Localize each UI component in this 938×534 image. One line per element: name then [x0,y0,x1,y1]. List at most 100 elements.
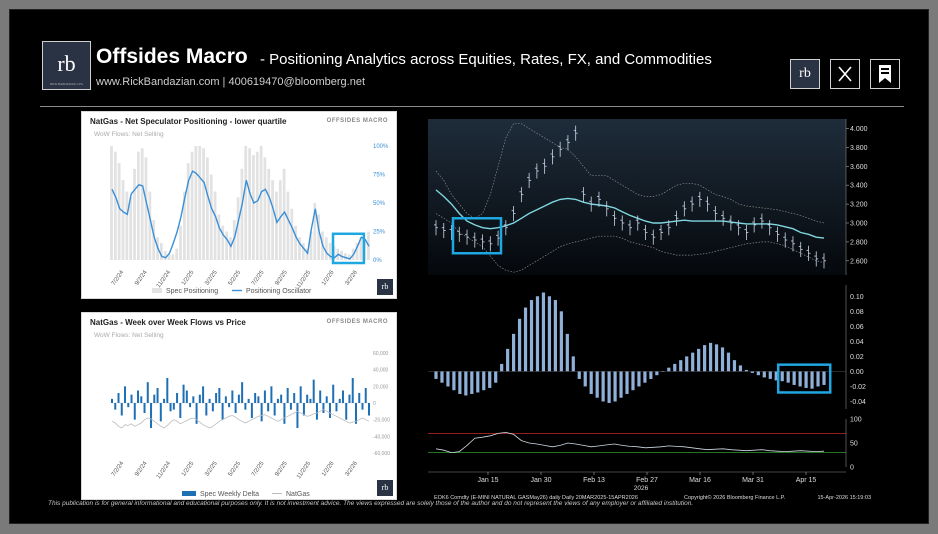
weekly-delta-bar [198,394,201,403]
x-icon[interactable] [830,59,860,89]
spec-positioning-bar [344,253,347,260]
page-subtitle: - Positioning Analytics across Equities,… [260,51,712,68]
footer-copyright: Copyright© 2026 Bloomberg Finance L.P. [684,494,786,501]
spec-positioning-bar [263,157,267,260]
panel2-corner-logo: rb [377,480,393,496]
panel1-corner-logo: rb [377,279,393,295]
macd-bar [583,371,587,387]
macd-bar [464,371,468,396]
weekly-delta-bar [286,388,289,403]
y-tick-label: -40,000 [373,434,390,440]
spec-positioning-bar [179,225,182,260]
spec-positioning-bar [267,168,271,260]
x-tick-label: 11/2/25 [296,460,313,480]
x-tick-label: 11/2/24 [156,269,173,289]
macd-bar [768,371,772,379]
x-tick-label: 7/2/24 [111,460,126,478]
positioning-chart: 100% 75% 50% 25% 0% 7/2/24 9/2/24 11/2/24 1/2/25… [110,144,389,295]
panel2-subtitle: WoW Flows: Net Selling [94,332,164,339]
price-tick-label: 3.000 [850,221,868,228]
macd-bar [500,363,504,372]
panel2-brand: OFFSIDES MACRO [326,319,388,325]
price-tick-label: 2.800 [850,239,868,246]
x-tick-label: 1/2/26 [321,460,336,478]
weekly-delta-bar [185,390,188,403]
weekly-delta-bar [361,403,364,410]
weekly-delta-bar [354,403,357,424]
spec-positioning-bar [217,214,221,260]
rb-logo: rb RICK BANDAZIAN, CFA [42,41,91,90]
weekly-delta-bar [224,396,227,403]
spec-positioning-bar [194,146,198,260]
macd-bar [434,371,438,379]
macd-bar [750,371,754,373]
weekly-delta-bar [358,393,361,403]
macd-bar [595,371,599,398]
weekly-delta-bar [241,382,244,403]
spec-positioning-bar [209,174,213,260]
weekly-delta-bar [289,403,292,410]
weekly-delta-bar [328,403,331,418]
spec-positioning-bar [140,148,144,260]
x-tick-label: 11/2/25 [296,269,313,289]
spec-positioning-bar [275,191,278,260]
x-tick-label: 5/2/25 [228,460,243,478]
bb-upper-line [435,123,825,224]
weekly-delta-bar [140,396,143,403]
spec-positioning-bar [252,155,255,260]
macd-tick-label: 0.06 [850,324,864,331]
x-tick-label: 5/2/25 [228,269,243,287]
spec-positioning-bar [244,146,248,260]
spec-positioning-bar [213,191,217,260]
macd-bar [738,365,743,372]
legend-swatch-spec [152,288,162,293]
weekly-delta-bar [228,403,231,408]
y-tick-label: 0 [373,401,376,407]
price-tick-label: 3.400 [850,183,868,190]
weekly-delta-bar [368,403,370,416]
weekly-delta-bar [156,388,159,403]
spec-positioning-bar [240,168,244,260]
spec-positioning-bar [255,151,259,260]
panel1-brand: OFFSIDES MACRO [326,118,388,124]
macd-bar [822,371,826,385]
macd-bar [452,371,456,391]
spec-positioning-bar [198,146,202,260]
y-tick-label: -20,000 [373,418,390,424]
legend-label-delta: Spec Weekly Delta [200,491,259,498]
spec-positioning-bar [328,242,332,260]
spec-positioning-bar [282,168,286,260]
weekly-delta-bar [231,390,234,403]
macd-bar [517,318,522,372]
macd-bar [613,371,617,402]
macd-bar [565,333,569,372]
x-tick-label: 3/2/26 [344,460,359,478]
weekly-delta-bar [250,403,253,418]
macd-bar [667,367,671,372]
macd-bar [494,371,498,383]
contact-line: www.RickBandazian.com | 400619470@bloomb… [96,76,366,88]
bookmark-icon-glyph [879,65,891,83]
macd-bar [440,371,444,383]
x-tick-label: 3/2/25 [204,460,219,478]
spec-positioning-bar [236,197,240,260]
macd-bar [637,371,641,387]
spec-positioning-bar [221,225,225,260]
weekly-delta-bar [332,384,335,403]
x-tick-label: Mar 31 [742,477,764,484]
weekly-delta-bar [322,403,325,413]
spec-positioning-bar [133,168,136,260]
spec-positioning-bar [121,180,125,260]
macd-tick-label: -0.02 [850,384,866,391]
rb-logo-icon[interactable]: rb [790,59,820,89]
bookmark-icon[interactable] [870,59,900,89]
rb-icon-text: rb [799,66,811,81]
weekly-delta-bar [364,388,367,403]
macd-bar [470,371,474,394]
macd-tick-label: 0.00 [850,369,864,376]
weekly-delta-bar [338,398,341,403]
x-tick-label: 9/2/24 [134,269,149,287]
weekly-delta-bar [153,394,156,403]
x-tick-label: Apr 15 [796,477,817,484]
weekly-delta-bar [205,403,208,416]
